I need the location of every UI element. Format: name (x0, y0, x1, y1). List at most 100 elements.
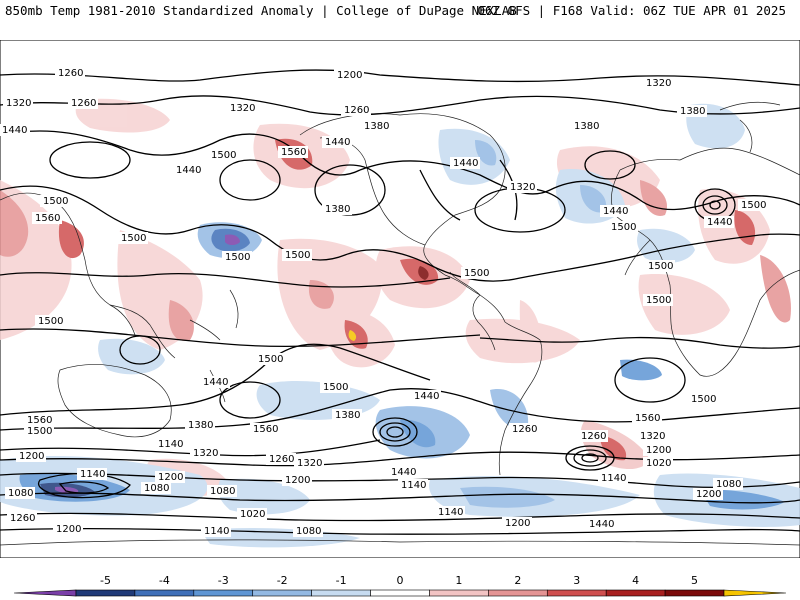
contour-label: 1200 (337, 70, 362, 81)
contour-label: 1200 (19, 451, 44, 462)
colorbar-tick-label: 4 (632, 574, 639, 587)
anomaly-map: 1260 1200 1320 1320 1260 1440 1320 1380 … (0, 40, 800, 558)
contour-label: 1380 (364, 121, 389, 132)
contour-label: 1440 (391, 467, 416, 478)
contour-label: 1500 (43, 196, 68, 207)
contour-label: 1080 (8, 488, 33, 499)
contour-label: 1320 (646, 78, 671, 89)
colorbar-segment (429, 589, 489, 597)
contour-label: 1500 (741, 200, 766, 211)
contour-label: 1380 (335, 410, 360, 421)
contour-label: 1380 (325, 204, 350, 215)
colorbar-segment (723, 589, 787, 597)
contour-label: 1500 (211, 150, 236, 161)
contour-label: 1320 (193, 448, 218, 459)
contour-label: 1200 (158, 472, 183, 483)
contour-label: 1080 (296, 526, 321, 537)
height-contours (0, 69, 800, 535)
contour-label: 1200 (696, 489, 721, 500)
contour-label: 1080 (144, 483, 169, 494)
contour-label: 1140 (204, 526, 229, 537)
contour-label: 1440 (589, 519, 614, 530)
contour-label: 1440 (176, 165, 201, 176)
contour-label: 1440 (707, 217, 732, 228)
contour-labels: 1260 1200 1320 1320 1260 1440 1320 1380 … (0, 67, 768, 537)
contour-label: 1500 (323, 382, 348, 393)
contour-label: 1140 (158, 439, 183, 450)
contour-label: 1080 (716, 479, 741, 490)
colorbar: -5 -4 -3 -2 -1 0 1 2 3 4 5 (13, 574, 787, 597)
map-title: 850mb Temp 1981-2010 Standardized Anomal… (5, 3, 517, 18)
contour-label: 1380 (574, 121, 599, 132)
contour-label: 1320 (230, 103, 255, 114)
colorbar-segment (193, 589, 254, 597)
contour-label: 1560 (27, 415, 52, 426)
contour-label: 1140 (80, 469, 105, 480)
contour-label: 1500 (464, 268, 489, 279)
colorbar-tick-label: -4 (159, 574, 170, 587)
contour-label: 1320 (6, 98, 31, 109)
contour-label: 1260 (344, 105, 369, 116)
colorbar-tick-label: -5 (100, 574, 111, 587)
contour-label: 1560 (35, 213, 60, 224)
contour-label: 1260 (512, 424, 537, 435)
colorbar-segment (311, 589, 371, 597)
contour-label: 1440 (453, 158, 478, 169)
contour-label: 1320 (297, 458, 322, 469)
colorbar-tick-label: 1 (455, 574, 462, 587)
contour-label: 1500 (611, 222, 636, 233)
colorbar-tick-label: 5 (691, 574, 698, 587)
contour-label: 1140 (601, 473, 626, 484)
contour-label: 1320 (640, 431, 665, 442)
contour-label: 1440 (603, 206, 628, 217)
contour-label: 1200 (646, 445, 671, 456)
contour-label: 1500 (691, 394, 716, 405)
contour-label: 1500 (648, 261, 673, 272)
contour-label: 1500 (285, 250, 310, 261)
colorbar-tick-label: 3 (573, 574, 580, 587)
colorbar-tick-label: -2 (277, 574, 288, 587)
contour-label: 1260 (10, 513, 35, 524)
contour-label: 1020 (240, 509, 265, 520)
contour-label: 1320 (510, 182, 535, 193)
contour-label: 1560 (635, 413, 660, 424)
contour-label: 1500 (258, 354, 283, 365)
contour-label: 1560 (253, 424, 278, 435)
contour-label: 1500 (38, 316, 63, 327)
contour-label: 1140 (438, 507, 463, 518)
contour-label: 1260 (71, 98, 96, 109)
contour-label: 1260 (581, 431, 606, 442)
contour-label: 1200 (505, 518, 530, 529)
contour-label: 1380 (188, 420, 213, 431)
colorbar-tick-label: 0 (397, 574, 404, 587)
contour-label: 1020 (646, 458, 671, 469)
contour-label: 1140 (401, 480, 426, 491)
colorbar-segment (488, 589, 548, 597)
colorbar-segment (370, 589, 430, 597)
contour-label: 1440 (2, 125, 27, 136)
contour-label: 1200 (56, 524, 81, 535)
contour-label: 1500 (27, 426, 52, 437)
colorbar-segment (134, 589, 195, 597)
colorbar-tick-label: -3 (218, 574, 229, 587)
colorbar-segment (13, 589, 77, 597)
colorbar-segment (252, 589, 312, 597)
contour-label: 1260 (58, 68, 83, 79)
contour-label: 1500 (121, 233, 146, 244)
contour-label: 1440 (203, 377, 228, 388)
colorbar-segment (546, 589, 607, 597)
colorbar-ticks: -5 -4 -3 -2 -1 0 1 2 3 4 5 (100, 574, 698, 587)
colorbar-segment (664, 589, 725, 597)
contour-label: 1440 (414, 391, 439, 402)
colorbar-tick-label: -1 (336, 574, 347, 587)
contour-label: 1560 (281, 147, 306, 158)
contour-label: 1080 (210, 486, 235, 497)
colorbar-segment (75, 589, 136, 597)
model-run-info: 06Z GFS | F168 Valid: 06Z TUE APR 01 202… (477, 3, 786, 18)
colorbar-bar (13, 589, 787, 597)
contour-label: 1380 (680, 106, 705, 117)
contour-label: 1260 (269, 454, 294, 465)
contour-label: 1500 (225, 252, 250, 263)
colorbar-tick-label: 2 (514, 574, 521, 587)
colorbar-segment (605, 589, 666, 597)
